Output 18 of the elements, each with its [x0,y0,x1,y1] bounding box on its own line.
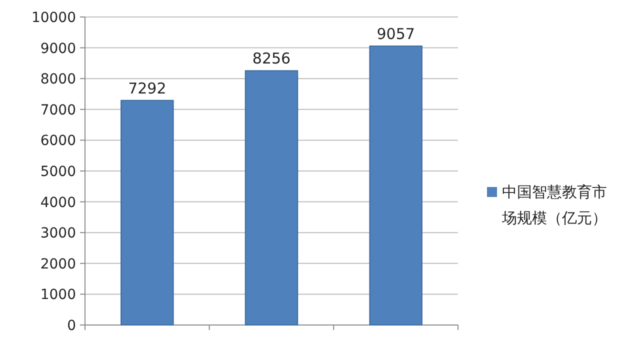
y-tick-label: 3000 [40,226,76,242]
y-tick-label: 7000 [40,102,76,118]
y-tick-label: 0 [67,318,76,334]
data-label: 9057 [376,25,415,44]
y-tick-label: 2000 [40,256,76,272]
y-tick-label: 8000 [40,72,76,88]
data-label: 8256 [252,50,291,68]
legend: 中国智慧教育市场规模（亿元） [487,183,607,227]
y-tick-label: 4000 [40,194,76,211]
y-tick-label: 9000 [40,40,76,57]
y-tick-label: 6000 [40,133,76,150]
bar [120,100,174,326]
data-label: 7292 [128,79,166,98]
y-tick-label: 5000 [40,164,76,180]
bar [369,46,422,326]
y-tick-label: 1000 [40,287,76,304]
bar [244,70,298,326]
y-tick-label: 10000 [31,10,76,26]
